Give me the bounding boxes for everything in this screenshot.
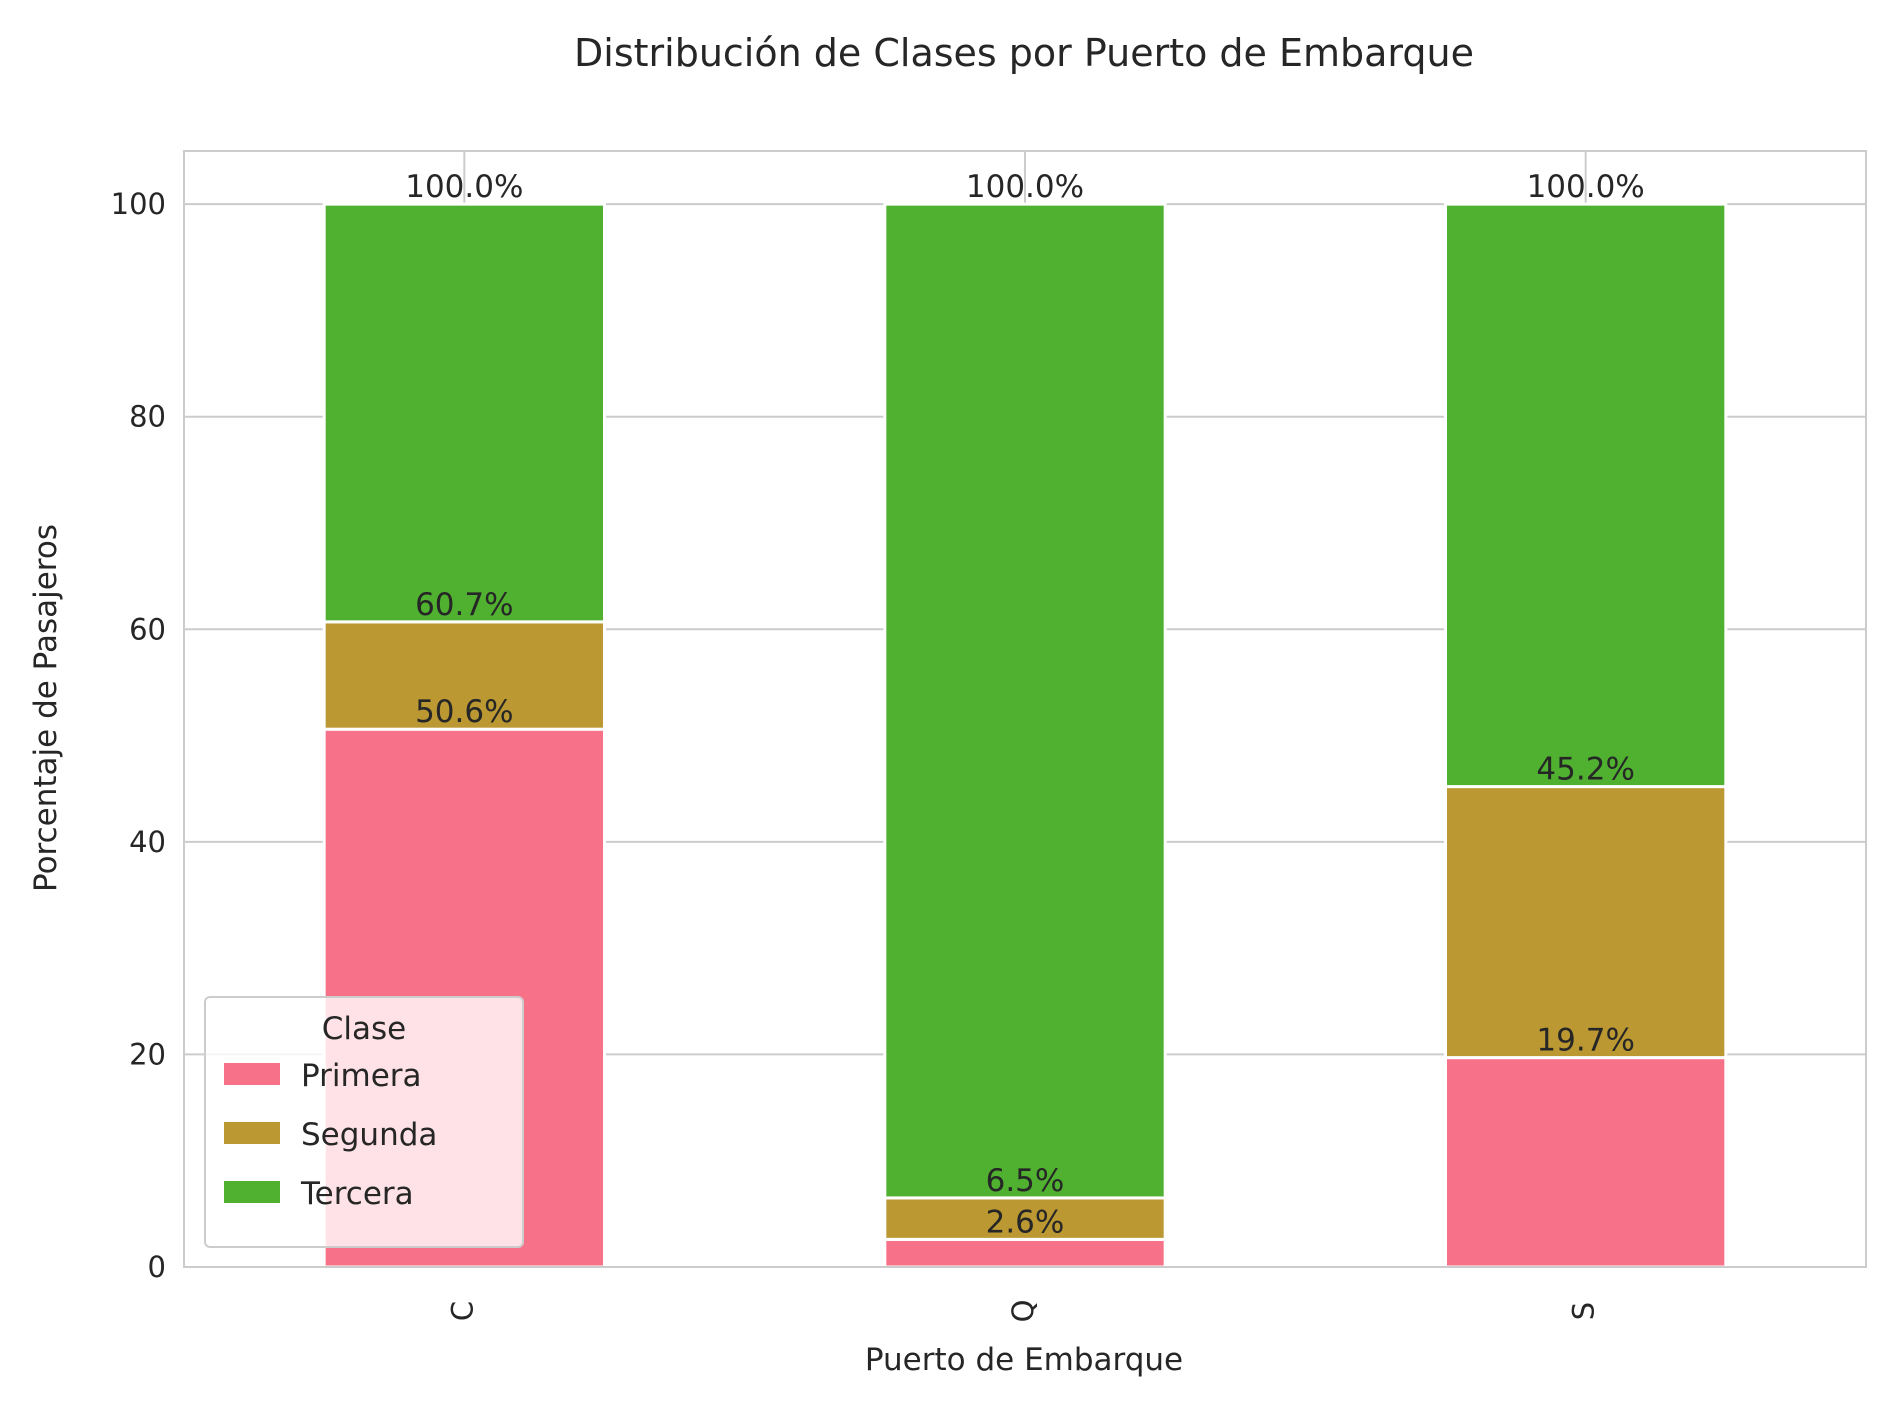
data-label: 100.0% — [405, 169, 523, 205]
y-tick-label: 40 — [129, 825, 166, 859]
legend-label-primera: Primera — [301, 1058, 422, 1094]
y-axis-label: Porcentaje de Pasajeros — [28, 524, 64, 892]
legend-swatch-segunda — [224, 1122, 280, 1144]
data-label: 100.0% — [1527, 169, 1645, 205]
data-label: 19.7% — [1536, 1023, 1634, 1059]
legend-swatch-primera — [224, 1063, 280, 1085]
data-label: 100.0% — [966, 169, 1084, 205]
data-label: 50.6% — [415, 694, 513, 730]
data-labels: 50.6% 2.6% 19.7% 60.7% 6.5% 45.2% 100.0% 100.0%… — [405, 169, 1645, 1240]
x-tick-label: C — [445, 1301, 479, 1321]
legend-title: Clase — [322, 1011, 406, 1047]
legend-swatch-tercera — [224, 1181, 280, 1203]
y-tick-label: 20 — [129, 1037, 166, 1071]
x-tick-label: S — [1567, 1302, 1601, 1320]
y-tick-label: 100 — [111, 187, 166, 221]
legend-label-tercera: Tercera — [300, 1176, 414, 1212]
legend-box — [204, 996, 524, 1248]
x-axis-label: Puerto de Embarque — [865, 1342, 1183, 1378]
bar-primera-s — [1444, 1056, 1728, 1269]
x-tick-label: Q — [1006, 1300, 1040, 1323]
y-tick-label: 80 — [129, 400, 166, 434]
bar-primera-q — [883, 1237, 1167, 1269]
data-label: 2.6% — [986, 1204, 1065, 1240]
y-axis-ticks: 0 20 40 60 80 100 — [111, 187, 166, 1284]
y-tick-label: 0 — [148, 1250, 166, 1284]
y-tick-label: 60 — [129, 612, 166, 646]
data-label: 6.5% — [986, 1163, 1065, 1199]
bar-tercera-s — [1444, 202, 1728, 789]
bar-tercera-c — [322, 202, 606, 624]
plot-frame — [183, 150, 1867, 1268]
data-label: 60.7% — [415, 587, 513, 623]
bar-segunda-c — [322, 620, 606, 731]
bar-tercera-q — [883, 202, 1167, 1200]
bars — [322, 202, 1728, 1269]
legend-label-segunda: Segunda — [301, 1117, 437, 1153]
chart-title: Distribución de Clases por Puerto de Emb… — [574, 31, 1474, 75]
legend: Clase Primera Segunda Tercera — [204, 996, 524, 1248]
bar-segunda-s — [1444, 785, 1728, 1060]
data-label: 45.2% — [1536, 752, 1634, 788]
